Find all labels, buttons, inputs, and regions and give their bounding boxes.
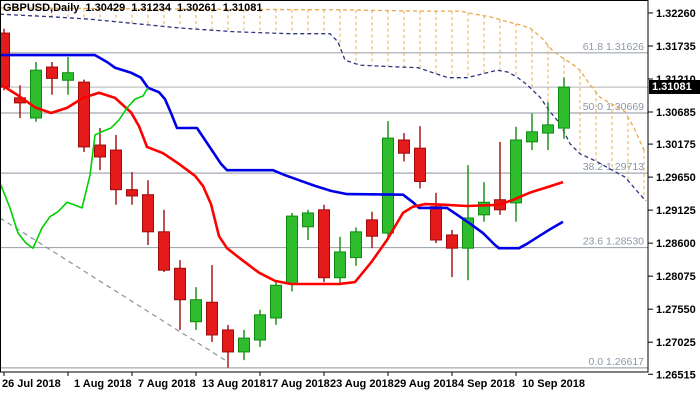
y-axis-label: 1.29125 — [656, 205, 696, 217]
candle-body — [254, 314, 266, 341]
candle-body — [302, 212, 314, 228]
candle-body — [446, 234, 458, 249]
candle-body — [110, 149, 122, 191]
senkou-span-b — [0, 7, 647, 154]
x-axis-label: 17 Aug 2018 — [266, 378, 330, 390]
candle-body — [0, 32, 10, 88]
candle-body — [478, 201, 490, 216]
fib-level-label: 61.8 1.31626 — [583, 41, 644, 53]
candle-body — [238, 337, 250, 353]
y-axis-label: 1.28600 — [656, 238, 696, 250]
trendline-dashed — [0, 217, 229, 363]
title-close: 1.31081 — [222, 2, 263, 14]
candle-body — [382, 137, 394, 234]
chart-title: GBPUSD,Daily 1.30429 1.31234 1.30261 1.31081 — [3, 2, 268, 14]
tenkan-sen-line — [0, 82, 564, 286]
y-axis-label: 1.29650 — [656, 172, 696, 184]
candle-body — [462, 217, 474, 249]
candle-body — [222, 329, 234, 353]
candle-body — [142, 194, 154, 233]
candle-body — [206, 301, 218, 336]
kijun-sen-line — [0, 53, 564, 250]
candle-body — [158, 231, 170, 271]
x-axis-label: 13 Aug 2018 — [202, 378, 266, 390]
candle-body — [30, 69, 42, 119]
x-axis-label: 10 Sep 2018 — [522, 378, 585, 390]
fib-level-label: 23.6 1.28530 — [583, 236, 644, 248]
candle-body — [398, 139, 410, 154]
y-axis-label: 1.26515 — [656, 369, 696, 381]
senkou-span-a — [0, 13, 647, 202]
fib-level-label: 0.0 1.26617 — [589, 356, 645, 368]
y-axis-label: 1.30685 — [656, 107, 696, 119]
candle-body — [286, 215, 298, 285]
y-axis-label: 1.30175 — [656, 139, 696, 151]
candle-body — [334, 251, 346, 279]
candle-body — [350, 231, 362, 259]
candle-body — [126, 189, 138, 197]
x-axis-label: 23 Aug 2018 — [330, 378, 394, 390]
y-axis-label: 1.27025 — [656, 337, 696, 349]
title-low: 1.30261 — [176, 2, 217, 14]
x-axis-label: 26 Jul 2018 — [2, 378, 61, 390]
x-axis-label: 4 Sep 2018 — [458, 378, 515, 390]
title-open: 1.30429 — [85, 2, 126, 14]
candle-body — [366, 219, 378, 237]
y-axis-label: 1.27550 — [656, 304, 696, 316]
candle-body — [430, 206, 442, 241]
symbol-timeframe: GBPUSD,Daily — [3, 2, 80, 14]
candle-body — [174, 267, 186, 301]
x-axis-label: 7 Aug 2018 — [138, 378, 196, 390]
candle-body — [318, 209, 330, 279]
fib-level-label: 50.0 1.30669 — [583, 101, 644, 113]
candle-body — [78, 81, 90, 148]
candle-body — [558, 86, 570, 129]
y-axis-label: 1.28075 — [656, 271, 696, 283]
title-high: 1.31234 — [131, 2, 171, 14]
chikou-span-line — [0, 87, 149, 249]
candle-body — [510, 139, 522, 204]
candle-body — [542, 124, 554, 134]
x-axis-label: 29 Aug 2018 — [394, 378, 458, 390]
candle-body — [270, 284, 282, 319]
y-axis-label: 1.31735 — [656, 41, 696, 53]
current-price-tag: 1.31081 — [649, 80, 700, 95]
fib-level-label: 38.2 1.29713 — [583, 161, 644, 173]
candle-body — [190, 299, 202, 323]
candle-body — [62, 72, 74, 81]
candle-body — [94, 144, 106, 158]
candle-body — [414, 147, 426, 183]
candle-body — [46, 66, 58, 79]
candle-body — [526, 131, 538, 143]
y-axis-label: 1.32260 — [656, 8, 696, 20]
x-axis-label: 1 Aug 2018 — [74, 378, 132, 390]
